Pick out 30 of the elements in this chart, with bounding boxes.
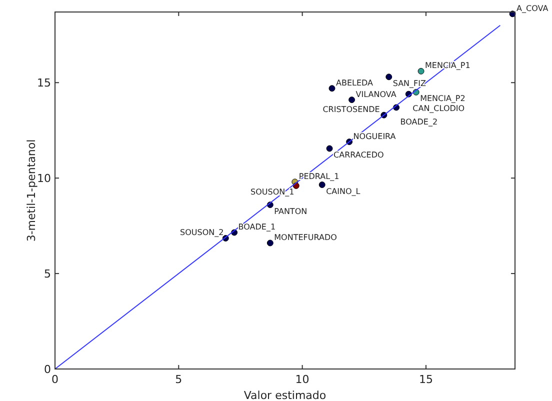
point: [348, 96, 356, 104]
y-tick-label: 0: [44, 363, 51, 376]
y-tick-label: 10: [37, 172, 51, 186]
x-axis-title: Valor estimado: [244, 389, 326, 401]
annotation: A_COVA: [516, 4, 549, 13]
point: [318, 182, 326, 188]
x-tick-label: 5: [175, 373, 182, 386]
annotation: CARRACEDO: [334, 150, 384, 160]
x-tick-label: 15: [418, 373, 433, 386]
annotation: BOADE_1: [238, 222, 276, 232]
annotation: ABELEDA: [336, 78, 374, 88]
x-tick-label: 10: [295, 373, 310, 386]
point: [328, 85, 336, 92]
annotation: SOUSON_2: [180, 228, 224, 238]
point: [266, 240, 274, 246]
y-axis-title: 3-metil-1-pentanol: [25, 139, 38, 242]
annotation: CAINO_L: [326, 186, 361, 196]
point: [418, 68, 424, 74]
y-tick-label: 15: [37, 76, 51, 90]
annotation: CAN_CLODIO: [412, 104, 465, 114]
annotation: PANTON: [274, 206, 308, 216]
y-tick-label: 5: [44, 268, 51, 281]
point: [326, 145, 333, 152]
annotation: BOADE_2: [400, 117, 438, 126]
annotation: MENCIA_P2: [420, 94, 466, 104]
point: [386, 74, 392, 80]
annotation: MONTEFURADO: [274, 233, 337, 242]
annotation: SAN_FIZ: [392, 78, 427, 88]
annotation: VILANOVA: [356, 90, 397, 99]
annotation: CRISTOSENDE: [322, 105, 380, 114]
